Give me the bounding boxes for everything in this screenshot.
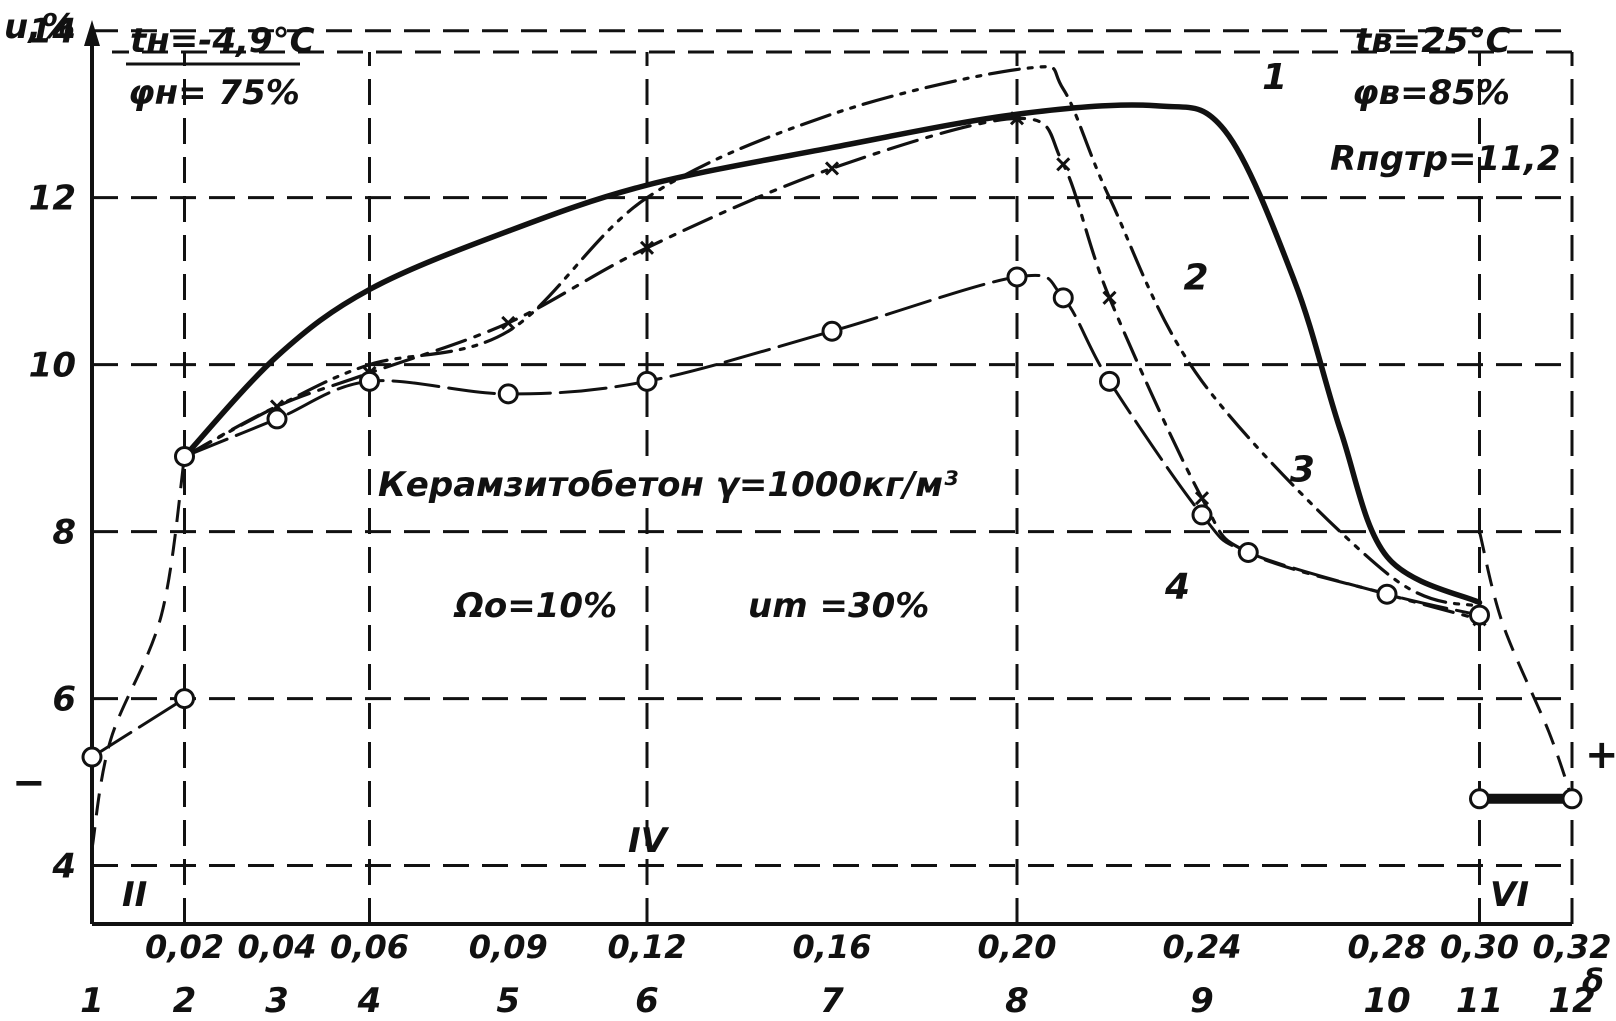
dashed-connector <box>1478 531 1574 800</box>
data-point-marker <box>821 320 843 342</box>
dashed-connector <box>90 456 186 850</box>
y-tick-label: 4 <box>51 847 76 887</box>
point-number-label: 5 <box>496 981 520 1021</box>
data-point-marker <box>174 688 195 710</box>
series-line-1 <box>181 102 1483 606</box>
point-number-label: 10 <box>1363 981 1410 1021</box>
data-point-marker <box>1376 583 1398 605</box>
data-point-marker <box>359 370 380 392</box>
data-point-cross <box>501 315 516 330</box>
y-tick-label: 10 <box>29 346 76 386</box>
resistance-value: Rпgтр=11,2 <box>1330 139 1560 179</box>
y-axis-label: u,% <box>4 7 75 47</box>
series-label: 1 <box>1262 57 1287 98</box>
um-label: um =30% <box>748 586 929 626</box>
y-tick-label: 14 <box>29 12 76 52</box>
plus-sign: + <box>1585 732 1616 778</box>
y-tick-label: 6 <box>52 680 76 720</box>
material-label: Керамзитобетон γ=1000кг/м³ <box>378 465 958 505</box>
data-point-marker <box>1469 788 1490 810</box>
point-number-label: 9 <box>1190 981 1214 1021</box>
data-point-cross <box>1194 491 1210 506</box>
x-tick-label: 0,20 <box>978 928 1057 966</box>
data-point-cross <box>1056 157 1071 172</box>
x-tick-label: 0,16 <box>793 928 872 966</box>
inner-temperature: tв=25°C <box>1355 21 1511 61</box>
data-point-marker <box>81 746 103 768</box>
point-number-label: 3 <box>265 981 289 1021</box>
y-tick-label: 8 <box>52 513 76 553</box>
data-point-marker <box>1561 788 1583 810</box>
point-number-label: 8 <box>1005 981 1029 1021</box>
data-point-marker <box>1052 287 1074 309</box>
data-point-cross <box>1009 111 1025 126</box>
data-point-cross <box>639 240 655 255</box>
inner-humidity: φв=85% <box>1352 73 1510 113</box>
data-point-marker <box>636 370 658 392</box>
series-line-3 <box>182 116 1482 621</box>
x-tick-label: 0,28 <box>1348 928 1427 966</box>
y-tick-label: 12 <box>29 179 76 219</box>
y-axis-arrow <box>84 20 100 46</box>
omega-label: Ωо=10% <box>453 586 617 626</box>
point-number-label: 12 <box>1548 981 1595 1021</box>
data-point-marker <box>497 383 519 405</box>
outer-temperature: tн=-4,9°C <box>130 21 315 61</box>
series-line-negative-side <box>90 697 186 759</box>
data-point-marker <box>1099 370 1120 392</box>
series-line-2 <box>182 65 1482 609</box>
data-point-marker <box>174 445 195 467</box>
x-tick-label: 0,06 <box>330 928 409 966</box>
axes <box>84 20 1572 926</box>
x-tick-label: 0,12 <box>608 928 687 966</box>
point-number-label: 4 <box>357 981 382 1021</box>
data-point-marker <box>1469 604 1490 626</box>
zone-label-ii: II <box>122 875 147 915</box>
series-label: 2 <box>1184 258 1209 299</box>
point-number-label: 6 <box>635 981 659 1021</box>
x-tick-label: 0,04 <box>238 928 317 966</box>
series-label: 3 <box>1290 450 1315 491</box>
minus-sign: − <box>12 760 46 806</box>
data-point-marker <box>266 408 288 430</box>
point-number-label: 2 <box>173 981 197 1021</box>
data-point-marker <box>1191 504 1213 526</box>
x-tick-label: 0,09 <box>469 928 548 966</box>
x-tick-label: 0,24 <box>1163 928 1242 966</box>
point-number-label: 11 <box>1456 981 1503 1021</box>
x-axis-label: δ <box>1582 962 1604 1000</box>
outer-humidity: φн= 75% <box>128 73 300 113</box>
material-label-bg <box>372 462 1002 506</box>
x-tick-label: 0,32 <box>1533 928 1612 966</box>
zone-label-vi: VI <box>1490 875 1529 915</box>
series: 1 2 3 4 <box>81 57 1583 850</box>
zone-label-iv: IV <box>628 821 670 861</box>
series-label: 4 <box>1164 566 1190 607</box>
point-number-label: 7 <box>820 981 844 1021</box>
data-point-marker <box>1006 266 1028 288</box>
point-number-label: 1 <box>80 981 104 1021</box>
data-point-marker <box>1237 541 1259 563</box>
data-point-cross <box>1102 290 1117 305</box>
x-tick-label: 0,02 <box>145 928 224 966</box>
x-tick-label: 0,30 <box>1440 928 1519 966</box>
data-point-cross <box>824 161 840 176</box>
